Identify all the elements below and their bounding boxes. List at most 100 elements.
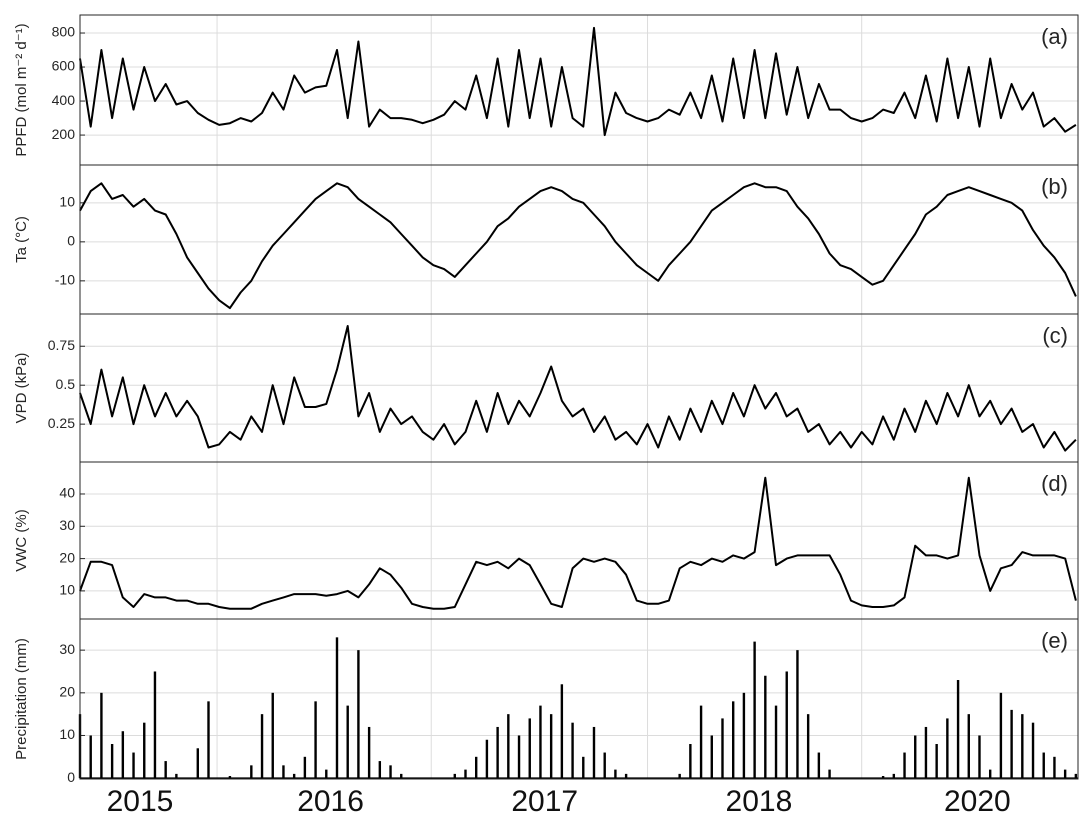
panel-frame: [79, 313, 1079, 463]
panel-frame: [79, 164, 1079, 315]
bar: [507, 714, 510, 779]
bar: [914, 735, 917, 779]
panel-frame: [79, 618, 1079, 780]
bar: [539, 705, 542, 779]
bar: [999, 692, 1003, 779]
series-line: [79, 182, 1077, 310]
bar: [817, 752, 821, 779]
x-tick-label: 2020: [944, 785, 1011, 818]
bar: [560, 684, 564, 779]
x-tick-label: 2015: [107, 785, 174, 818]
panel: 0 10 20 30 Precipitation (mm) (e): [13, 618, 1079, 785]
bar: [721, 718, 724, 779]
bar: [967, 714, 970, 779]
x-tick-label: 2018: [726, 785, 793, 818]
bar: [1042, 752, 1045, 779]
x-tick-label: 2017: [511, 785, 578, 818]
y-tick-label: 0.25: [48, 415, 75, 431]
bar: [988, 769, 992, 779]
bar: [389, 765, 392, 779]
bar: [935, 744, 938, 779]
bar: [806, 714, 810, 779]
bar: [89, 735, 92, 779]
bar: [549, 714, 553, 779]
bar: [335, 637, 339, 779]
panel-label: (a): [1041, 24, 1068, 49]
bar: [100, 692, 103, 779]
bar: [110, 744, 114, 779]
y-tick-label: 0.5: [56, 376, 76, 392]
panel-frame: [79, 461, 1079, 620]
bar: [143, 722, 146, 779]
bar: [346, 705, 349, 779]
bar: [475, 756, 478, 779]
bar: [764, 675, 767, 779]
bar: [614, 769, 617, 779]
bar: [1053, 756, 1056, 779]
bar: [774, 705, 778, 779]
bar: [571, 722, 574, 779]
y-axis-label: VPD (kPa): [13, 353, 30, 424]
y-tick-label: 30: [59, 517, 75, 533]
bar: [956, 680, 960, 779]
y-tick-label: 30: [59, 641, 75, 657]
bar: [624, 773, 628, 779]
panel: -10 0 10 Ta (°C) (b): [13, 164, 1079, 315]
bar: [753, 641, 756, 779]
y-tick-label: 20: [59, 684, 75, 700]
panel: 0.25 0.5 0.75 VPD (kPa) (c): [13, 313, 1079, 463]
bar: [978, 735, 981, 779]
panel-label: (d): [1041, 471, 1068, 496]
bar: [164, 761, 167, 779]
y-tick-label: 10: [59, 582, 75, 598]
bar: [303, 756, 307, 779]
series-line: [79, 325, 1077, 452]
bar: [1031, 722, 1035, 779]
y-tick-label: 200: [52, 126, 76, 142]
y-axis-label: VWC (%): [13, 509, 30, 572]
bar: [517, 735, 521, 779]
bar: [828, 769, 831, 779]
bar: [946, 718, 949, 779]
panel: 10 20 30 40 VWC (%) (d): [13, 461, 1079, 620]
bar: [400, 773, 403, 779]
panel-label: (e): [1041, 628, 1068, 653]
bar: [1063, 769, 1067, 779]
bar: [881, 776, 885, 779]
bar: [196, 748, 199, 779]
bar: [1074, 773, 1078, 779]
bar: [496, 726, 499, 779]
y-axis-label: Precipitation (mm): [13, 638, 30, 760]
series-line: [79, 476, 1077, 610]
y-tick-label: 40: [59, 485, 75, 501]
panel: 200 400 600 800 PPFD (mol m⁻² d⁻¹) (a): [13, 14, 1079, 166]
bar: [582, 756, 585, 779]
bar: [785, 671, 788, 779]
y-tick-label: 400: [52, 92, 76, 108]
bar: [271, 692, 274, 779]
panel-label: (c): [1042, 323, 1068, 348]
bar: [121, 731, 125, 779]
bar: [228, 776, 232, 779]
y-axis-label: Ta (°C): [13, 216, 30, 263]
bar: [282, 765, 285, 779]
bar: [592, 726, 596, 779]
bar: [325, 769, 328, 779]
bar: [742, 692, 746, 779]
bar: [731, 701, 735, 779]
y-tick-label: 10: [59, 726, 75, 742]
y-tick-label: 20: [59, 549, 75, 565]
bar: [485, 739, 489, 779]
y-tick-label: 0: [67, 769, 75, 785]
y-tick-label: 10: [59, 194, 75, 210]
bar: [678, 773, 681, 779]
bar: [1021, 714, 1024, 779]
bar: [1010, 709, 1013, 779]
bar: [710, 735, 713, 779]
y-tick-label: 0: [67, 233, 75, 249]
bar: [132, 752, 135, 779]
bar: [689, 744, 692, 779]
bar: [528, 718, 531, 779]
panel-label: (b): [1041, 174, 1068, 199]
bar: [153, 671, 157, 779]
